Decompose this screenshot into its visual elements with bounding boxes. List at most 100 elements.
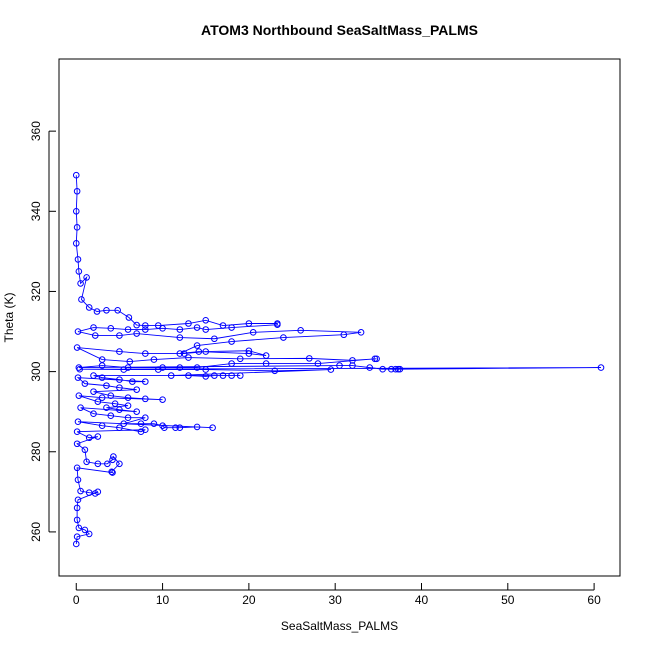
data-point [245,347,253,355]
data-point [77,404,84,411]
data-point [142,395,149,403]
data-point [90,324,97,331]
data-point [154,366,162,373]
data-point [202,326,210,333]
x-axis: 0 10 20 30 40 50 60 [73,583,601,607]
data-point [387,365,395,373]
data-point [116,376,123,383]
data-point [120,366,128,373]
data-point [159,325,166,332]
data-point [219,322,227,329]
data-point [98,362,106,369]
data-point [107,325,115,332]
data-point [133,386,140,393]
data-point [202,366,210,373]
series-line [75,175,602,544]
data-point [120,420,128,428]
data-point [77,487,84,495]
y-tick-label: 340 [29,201,43,221]
data-point [249,329,257,336]
data-point [103,382,110,389]
data-point [108,468,115,476]
y-axis-label: Theta (K) [2,292,16,342]
plot-frame [58,58,621,577]
x-tick-label: 50 [501,593,515,607]
data-point [150,420,158,428]
data-point [74,328,82,335]
data-point [124,326,132,333]
data-point [110,453,117,460]
data-point [142,322,149,329]
data-point [176,334,184,341]
data-point [103,404,110,411]
data-point [133,330,140,337]
data-point [142,378,149,385]
data-point [103,306,110,314]
data-point [142,414,149,421]
data-point [176,350,184,357]
data-point [116,406,123,413]
data-point [81,526,89,534]
data-point [125,314,133,321]
data-point [90,372,97,379]
data-point [133,321,140,329]
data-point [73,344,81,351]
data-point [91,332,99,339]
data-point [340,331,348,339]
data-point [262,360,270,367]
data-point [126,358,134,365]
data-point [85,530,93,538]
data-point [124,394,132,401]
data-point [314,360,322,367]
data-point [124,414,132,421]
y-tick-label: 260 [29,522,43,542]
data-point [137,420,145,428]
data-point [142,426,149,434]
data-point [109,456,116,464]
y-tick-label: 300 [29,361,43,381]
data-point [228,324,235,331]
data-point [195,348,203,355]
data-point [297,327,304,334]
data-point [77,280,84,287]
data-point [142,326,149,333]
data-point [83,274,90,281]
data-point [94,488,102,496]
data-point [116,460,123,468]
data-point [161,424,168,432]
data-point [349,362,356,369]
data-point [172,424,179,432]
chart-marks [72,171,605,548]
data-point [85,489,93,496]
data-point [274,321,281,329]
data-point [85,304,93,311]
data-point [305,355,313,362]
data-point [236,372,244,379]
data-point [150,356,158,363]
data-point [176,424,184,432]
data-point [73,224,81,231]
data-point [396,365,404,373]
data-point [73,440,81,448]
data-point [392,365,399,373]
data-point [75,524,83,532]
data-point [176,364,184,371]
data-point [72,240,80,247]
x-tick-label: 40 [415,593,429,607]
data-point [75,268,83,275]
y-tick-label: 280 [29,441,43,461]
data-point [280,334,287,341]
data-point [76,365,84,373]
data-point [193,342,201,349]
y-tick-label: 320 [29,281,43,301]
data-point [116,424,123,432]
data-point [73,187,81,195]
data-point [366,364,374,371]
data-point [85,434,93,442]
data-point [245,350,253,357]
data-point [142,350,149,357]
data-point [228,338,235,345]
data-point [74,476,82,484]
data-point [74,496,82,504]
data-point [193,324,201,331]
